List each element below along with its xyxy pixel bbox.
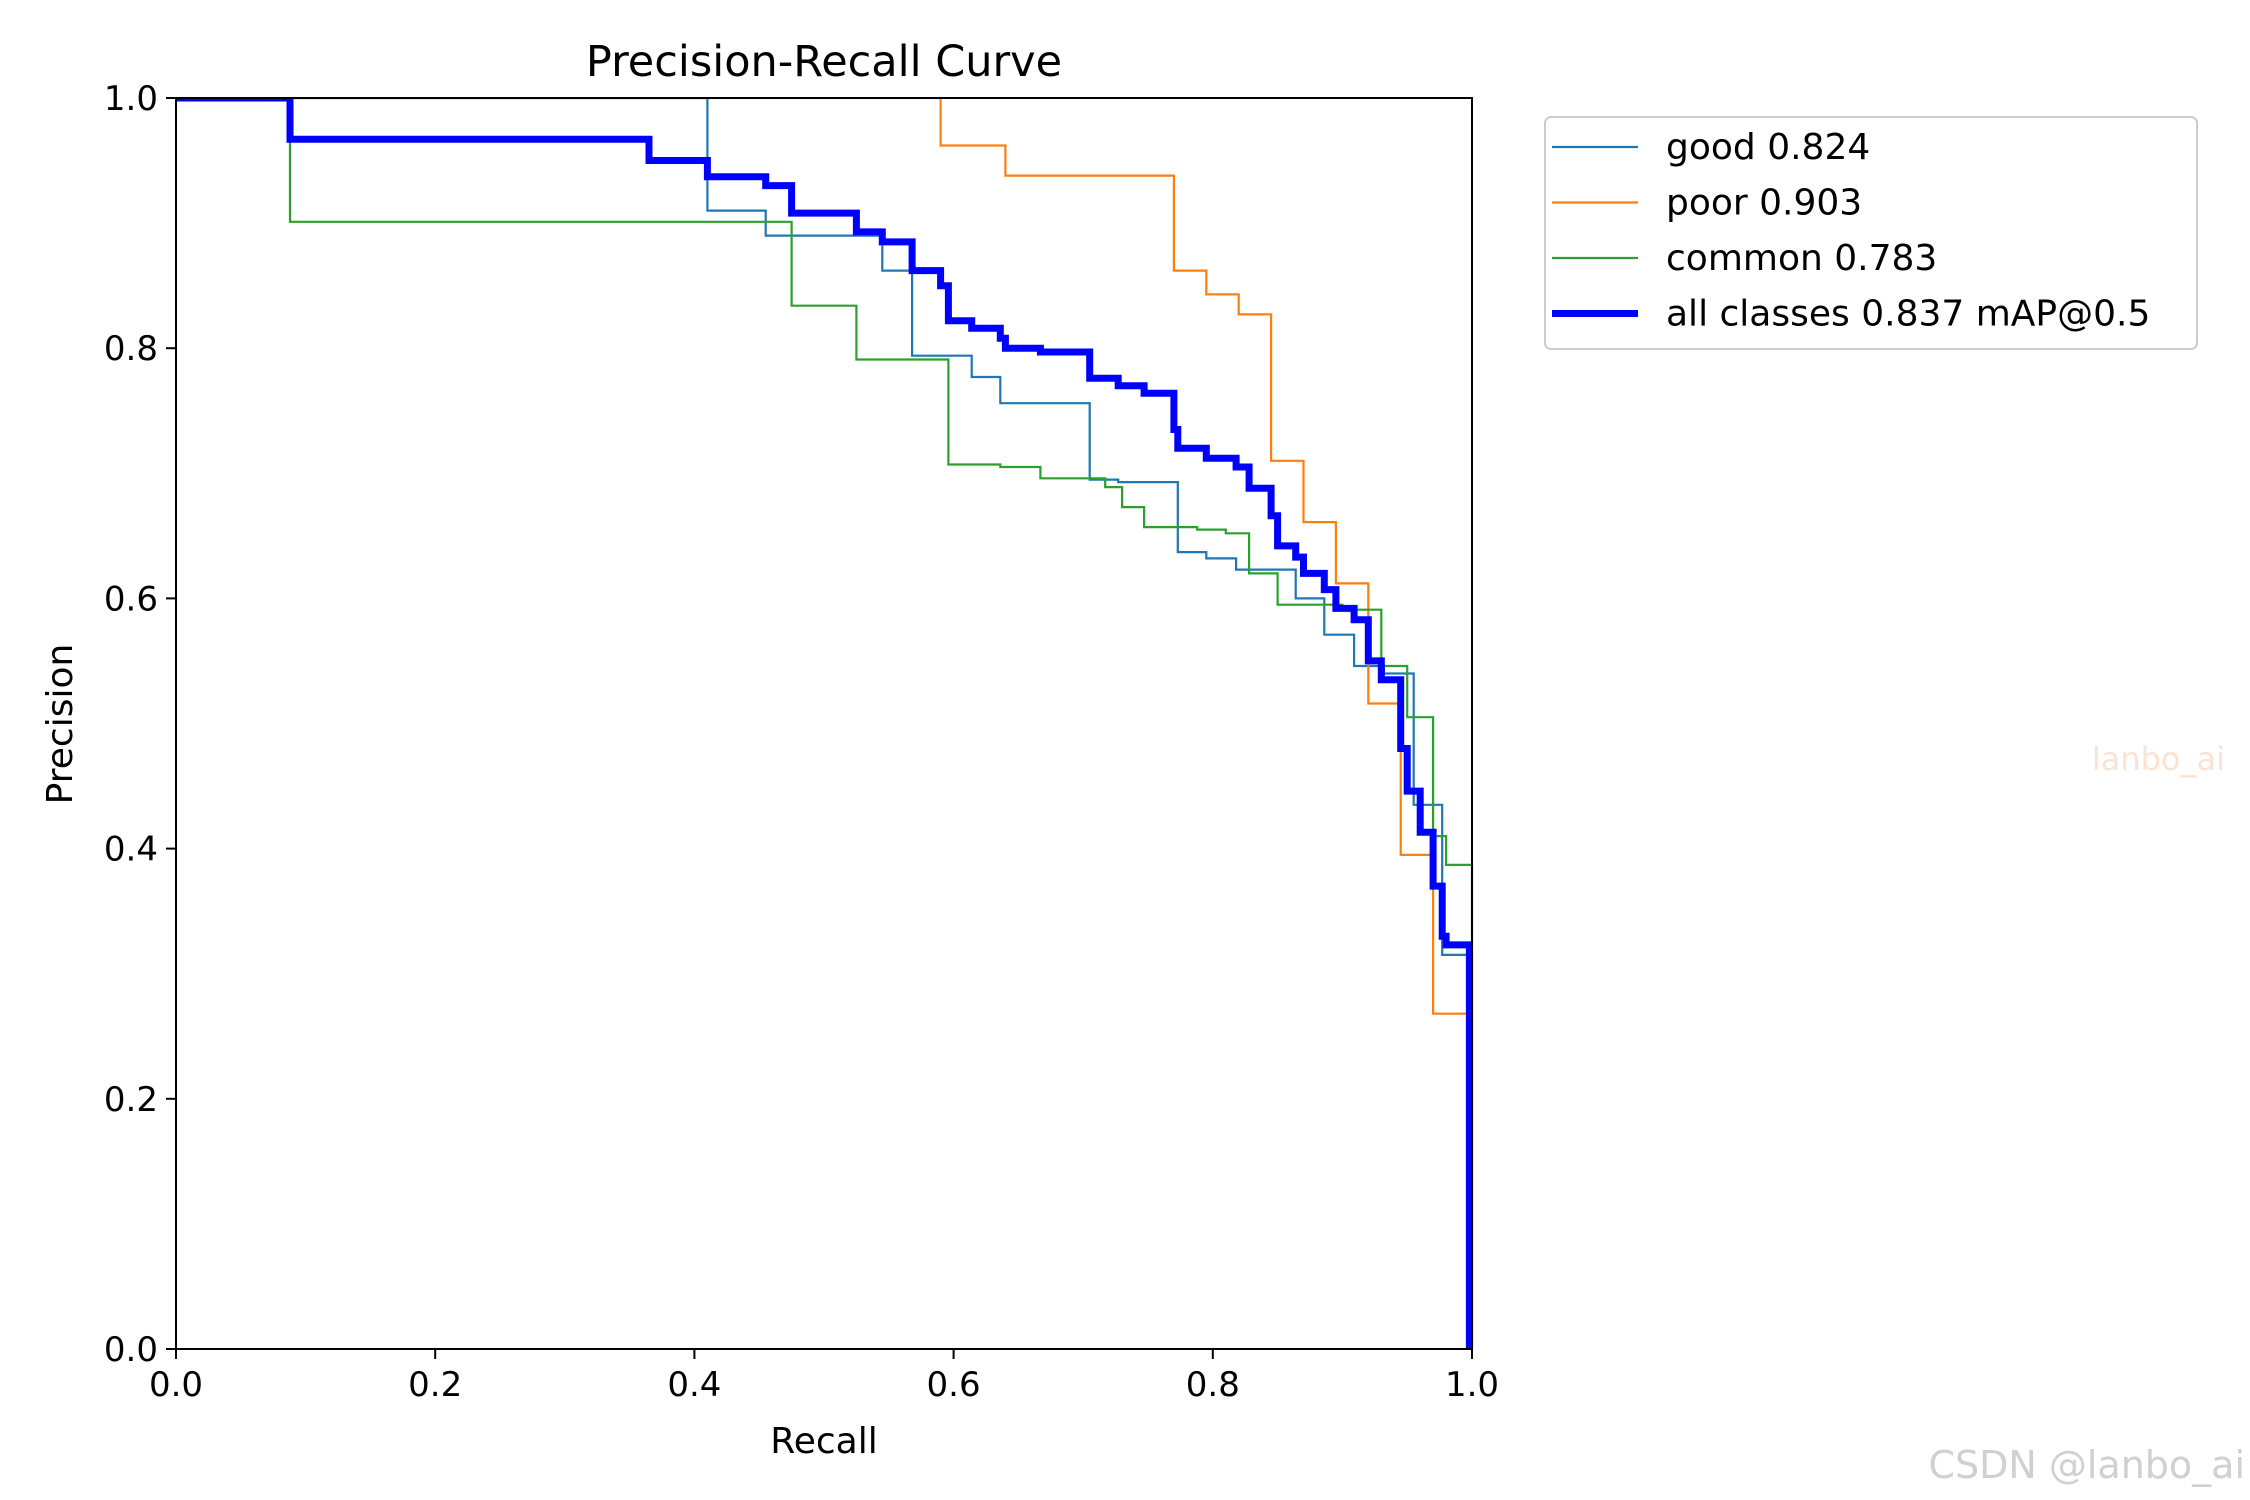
x-tick-label-3: 0.6 (927, 1365, 981, 1405)
y-tick-label-1: 0.2 (104, 1080, 158, 1120)
legend-label-1: poor 0.903 (1666, 183, 1862, 224)
x-axis-label: Recall (770, 1421, 877, 1462)
x-tick-label-0: 0.0 (149, 1365, 203, 1405)
series-line-1 (176, 97, 1471, 1349)
chart-title: Precision-Recall Curve (586, 37, 1062, 87)
plot-frame (175, 97, 1473, 1350)
x-axis: 0.0 0.2 0.4 0.6 0.8 1.0 (149, 1349, 1499, 1405)
x-tick-label-4: 0.8 (1186, 1365, 1240, 1405)
legend-entries: good 0.824 poor 0.903 common 0.783 all clas… (1552, 127, 2150, 335)
y-tick-label-5: 1.0 (104, 79, 158, 119)
series-layer (176, 97, 1474, 1349)
y-axis-label: Precision (40, 644, 81, 805)
y-tick-label-3: 0.6 (104, 579, 158, 619)
legend-label-3: all classes 0.837 mAP@0.5 (1666, 294, 2150, 335)
x-tick-label-5: 1.0 (1445, 1365, 1499, 1405)
series-line-3 (176, 97, 1473, 1349)
y-axis: 0.0 0.2 0.4 0.6 0.8 1.0 (104, 79, 176, 1370)
legend: good 0.824 poor 0.903 common 0.783 all clas… (1544, 116, 2198, 350)
x-tick-label-2: 0.4 (667, 1365, 721, 1405)
y-tick-label-0: 0.0 (104, 1330, 158, 1370)
legend-label-0: good 0.824 (1666, 127, 1870, 168)
series-line-2 (176, 97, 1474, 1349)
legend-label-2: common 0.783 (1666, 238, 1937, 279)
watermark-corner: CSDN @lanbo_ai (1928, 1443, 2245, 1487)
x-tick-label-1: 0.2 (408, 1365, 462, 1405)
watermark-middle: lanbo_ai (2092, 740, 2225, 778)
legend-box (1544, 116, 2198, 350)
y-tick-label-4: 0.8 (104, 329, 158, 369)
y-tick-label-2: 0.4 (104, 830, 158, 870)
